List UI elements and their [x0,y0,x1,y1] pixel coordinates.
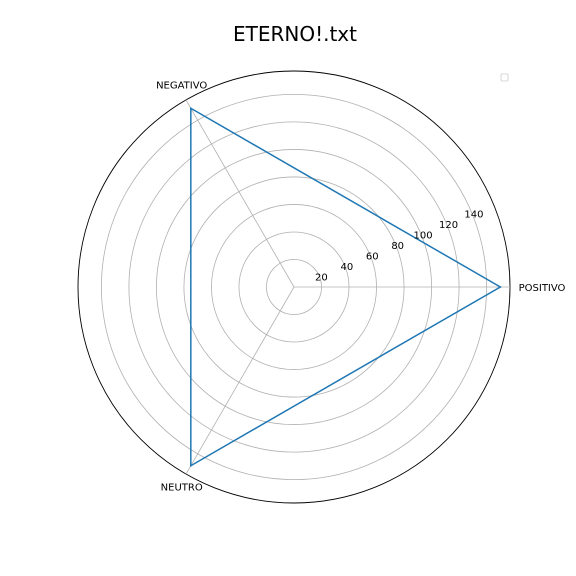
spoke-line [185,99,295,288]
series-line [190,106,502,468]
data-point [190,464,192,467]
radial-tick-label: 120 [439,220,458,231]
radial-tick-label: 60 [366,251,379,262]
category-label: NEGATIVO [156,80,207,91]
spoke-line [185,286,295,475]
radial-tick-label: 140 [464,209,483,220]
data-point [499,286,502,288]
radial-tick-label: 100 [414,230,433,241]
category-label: POSITIVO [519,283,566,294]
radial-tick-label: 80 [391,241,404,252]
legend-box [500,73,509,82]
radial-tick-label: 40 [340,262,353,273]
radial-tick-label: 20 [315,272,328,283]
chart-title: ETERNO!.txt [233,22,357,46]
category-label: NEUTRO [161,483,203,494]
data-point [190,107,192,110]
